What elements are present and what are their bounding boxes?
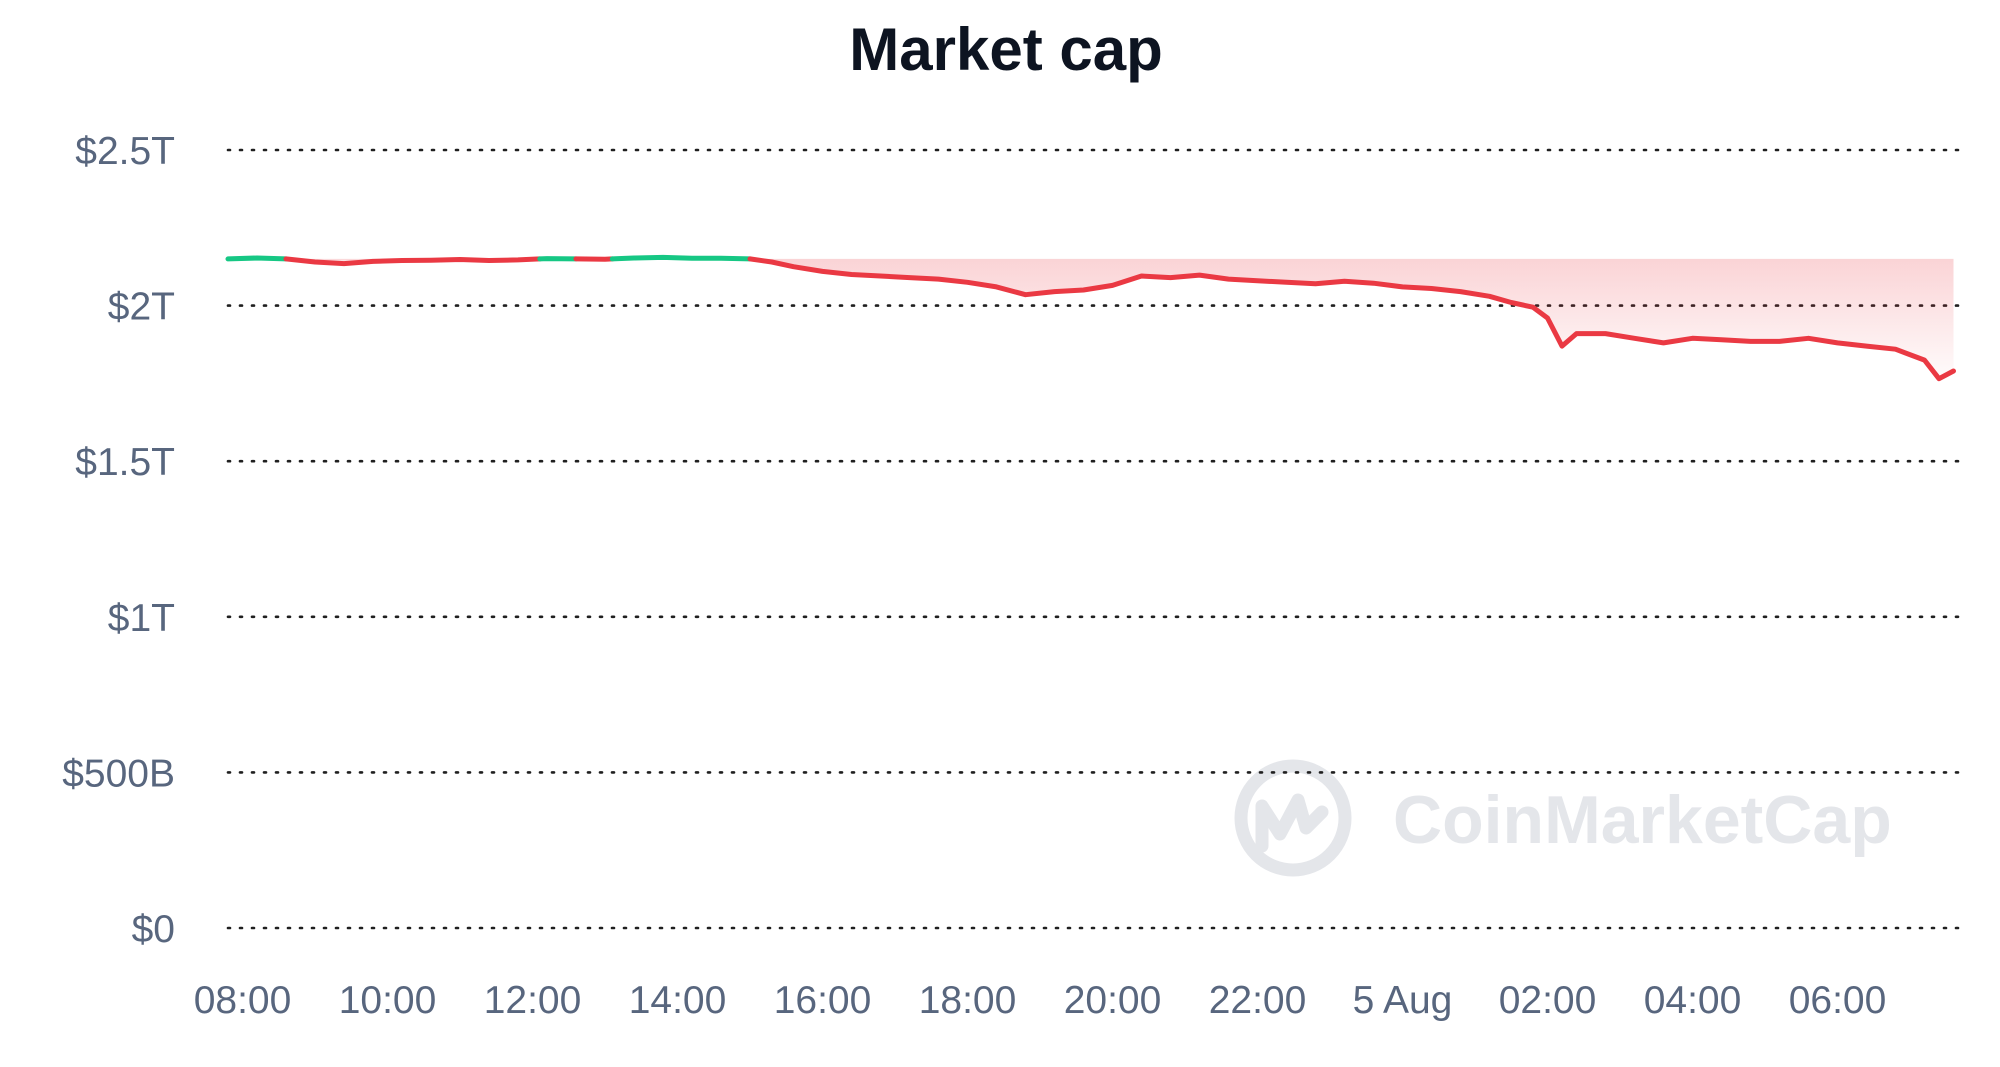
x-tick-label: 22:00 <box>1209 979 1307 1022</box>
x-axis-ticks: 08:00 10:00 12:00 14:00 16:00 18:00 20:00 22:00… <box>194 979 1887 1022</box>
y-gridlines <box>226 148 1970 930</box>
y-tick-label: $1T <box>108 597 175 640</box>
x-tick-label: 20:00 <box>1064 979 1162 1022</box>
y-tick-label: $0 <box>132 908 175 951</box>
series-line-below-baseline <box>747 256 1956 382</box>
series-line-below-baseline <box>283 256 543 267</box>
watermark-text: CoinMarketCap <box>1393 782 1892 858</box>
market-cap-series <box>225 254 1956 382</box>
x-tick-label: 02:00 <box>1499 979 1597 1022</box>
y-tick-label: $2T <box>108 286 175 329</box>
y-axis-ticks: $0 $500B $1T $1.5T $2T $2.5T <box>62 130 175 951</box>
x-tick-label: 18:00 <box>919 979 1017 1022</box>
y-tick-label: $1.5T <box>75 441 175 484</box>
x-tick-label: 04:00 <box>1644 979 1742 1022</box>
series-line-above-baseline <box>225 255 289 262</box>
x-tick-label: 08:00 <box>194 979 292 1022</box>
coinmarketcap-logo-icon <box>1234 759 1352 877</box>
below-baseline-area <box>750 258 1954 379</box>
chart-title: Market cap <box>849 16 1162 83</box>
x-tick-label: 14:00 <box>629 979 727 1022</box>
x-tick-label: 10:00 <box>339 979 437 1022</box>
y-tick-label: $2.5T <box>75 130 175 173</box>
coinmarketcap-watermark: CoinMarketCap <box>1234 759 1892 877</box>
x-tick-label: 5 Aug <box>1353 979 1453 1022</box>
y-tick-label: $500B <box>62 752 175 795</box>
x-tick-label: 06:00 <box>1789 979 1887 1022</box>
series-line-above-baseline <box>609 254 753 262</box>
x-tick-label: 12:00 <box>484 979 582 1022</box>
x-tick-label: 16:00 <box>774 979 872 1022</box>
